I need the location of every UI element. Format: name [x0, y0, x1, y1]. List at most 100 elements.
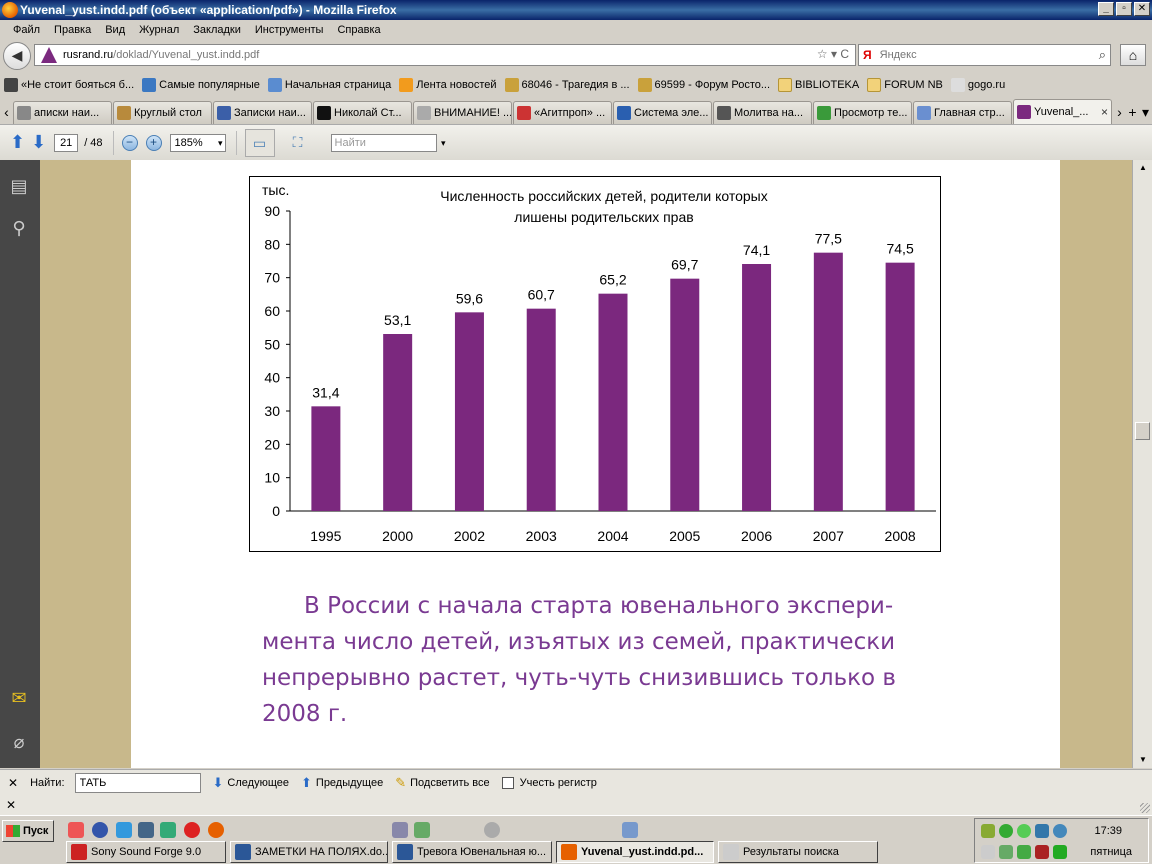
zoom-select[interactable]: 185%	[169, 133, 226, 152]
quicklaunch-app-icon[interactable]	[414, 822, 430, 838]
pdf-find-input[interactable]: Найти	[330, 133, 446, 152]
bookmark-item[interactable]: «Не стоит бояться б...	[4, 78, 134, 92]
quicklaunch-disc-icon[interactable]	[484, 822, 500, 838]
bookmark-item[interactable]: 69599 - Форум Росто...	[637, 78, 770, 92]
checkbox-box[interactable]	[501, 776, 514, 789]
tab[interactable]: ВНИМАНИЕ! ...	[413, 101, 512, 124]
back-button[interactable]: ◀	[3, 41, 31, 70]
tab[interactable]: аписки наи...	[13, 101, 112, 124]
bookmark-item[interactable]: FORUM NB	[867, 78, 943, 92]
menu-history[interactable]: Журнал	[139, 23, 180, 36]
tab-favicon-icon	[1017, 105, 1031, 119]
pages-icon[interactable]: ▤	[10, 176, 28, 196]
taskbar-window-button[interactable]: Yuvenal_yust.indd.pd...	[556, 841, 714, 863]
attachment-icon[interactable]: ⌀	[13, 732, 25, 752]
tab-list-icon[interactable]: ▾	[1141, 104, 1150, 120]
menu-tools[interactable]: Инструменты	[254, 23, 324, 36]
tab-scroll-left-icon[interactable]: ‹	[4, 104, 9, 120]
scroll-down-icon[interactable]: ▼	[1139, 755, 1147, 764]
bookmark-item[interactable]: Лента новостей	[399, 78, 497, 92]
quicklaunch-ie-icon[interactable]	[116, 822, 132, 838]
find-previous-button[interactable]: ⬆ Предыдущее	[301, 775, 383, 791]
zoom-in-icon[interactable]: +	[145, 134, 162, 151]
previous-page-icon[interactable]: ⬆	[10, 132, 26, 152]
quicklaunch-desktop-icon[interactable]	[138, 822, 154, 838]
tray-app-icon[interactable]	[1017, 845, 1031, 859]
quicklaunch-app-icon[interactable]	[68, 822, 84, 838]
bookmark-item[interactable]: Самые популярные	[142, 78, 260, 92]
taskbar-window-button[interactable]: Тревога Ювенальная ю...	[392, 841, 552, 863]
tab-active[interactable]: Yuvenal_... ×	[1013, 99, 1112, 124]
zoom-out-icon[interactable]: −	[121, 134, 138, 151]
taskbar-window-button[interactable]: Результаты поиска	[718, 841, 878, 863]
bookmarks-bar: «Не стоит бояться б... Самые популярные На…	[0, 74, 1152, 96]
search-input[interactable]	[879, 49, 1070, 61]
find-input[interactable]	[74, 772, 201, 793]
url-actions-icons[interactable]: ☆ ▾ C	[816, 47, 849, 61]
taskbar-window-button[interactable]: Sony Sound Forge 9.0	[66, 841, 226, 863]
match-case-checkbox[interactable]: Учесть регистр	[501, 776, 597, 789]
fit-page-icon[interactable]: ⛶	[292, 133, 303, 150]
clock-time[interactable]: 17:39	[1094, 825, 1122, 837]
tray-app-icon[interactable]	[1035, 824, 1049, 838]
highlight-all-button[interactable]: ✎ Подсветить все	[395, 775, 489, 791]
tab-scroll-right-icon[interactable]: ›	[1117, 104, 1122, 120]
yandex-engine-icon[interactable]: Я	[863, 48, 872, 62]
close-find-icon[interactable]: ✕	[8, 775, 19, 790]
tab[interactable]: Просмотр те...	[813, 101, 912, 124]
menu-view[interactable]: Вид	[105, 23, 126, 36]
new-tab-button[interactable]: +	[1128, 104, 1137, 120]
taskbar-window-button[interactable]: ЗАМЕТКИ НА ПОЛЯХ.do...	[230, 841, 388, 863]
quicklaunch-app-icon[interactable]	[160, 822, 176, 838]
close-button[interactable]: ✕	[1134, 2, 1150, 16]
quicklaunch-media-icon[interactable]	[92, 822, 108, 838]
tab[interactable]: Главная стр...	[913, 101, 1012, 124]
search-bar[interactable]: Я ⌕	[858, 44, 1111, 66]
menu-help[interactable]: Справка	[337, 23, 381, 36]
tray-volume-icon[interactable]	[981, 845, 995, 859]
scroll-up-icon[interactable]: ▲	[1139, 163, 1147, 172]
vertical-scrollbar[interactable]: ▲ ▼	[1132, 160, 1152, 768]
tab[interactable]: Молитва на...	[713, 101, 812, 124]
scroll-thumb[interactable]	[1135, 422, 1150, 440]
quicklaunch-app-icon[interactable]	[622, 822, 638, 838]
menu-bookmarks[interactable]: Закладки	[193, 23, 241, 36]
page-number-input[interactable]: 21	[54, 133, 79, 152]
fit-width-icon[interactable]: ▭	[244, 128, 275, 157]
tray-app-icon[interactable]	[1053, 824, 1067, 838]
find-next-button[interactable]: ⬇ Следующее	[213, 775, 289, 791]
tab-close-icon[interactable]: ×	[1100, 105, 1108, 119]
quicklaunch-app-icon[interactable]	[392, 822, 408, 838]
restore-button[interactable]: ▫	[1116, 2, 1132, 16]
resize-grip-icon[interactable]	[1140, 803, 1150, 813]
tray-app-icon[interactable]	[981, 824, 995, 838]
minimize-button[interactable]: _	[1098, 2, 1114, 16]
close-status-icon[interactable]: ✕	[6, 798, 17, 812]
document-viewport[interactable]: тыс. Численность российских детей, родит…	[40, 160, 1132, 768]
start-button[interactable]: Пуск	[2, 820, 54, 842]
quicklaunch-firefox-icon[interactable]	[208, 822, 224, 838]
tab[interactable]: «Агитпроп» ...	[513, 101, 612, 124]
menu-file[interactable]: Файл	[13, 23, 41, 36]
tray-app-icon[interactable]	[1035, 845, 1049, 859]
bookmark-item[interactable]: gogo.ru	[950, 78, 1005, 92]
url-bar[interactable]: rusrand.ru/doklad/Yuvenal_yust.indd.pdf …	[34, 44, 856, 66]
tab[interactable]: Система эле...	[613, 101, 712, 124]
bookmark-item[interactable]: Начальная страница	[267, 78, 391, 92]
search-icon[interactable]: ⌕	[1098, 47, 1106, 62]
bookmark-item[interactable]: BIBLIOTEKA	[778, 78, 859, 92]
tray-app-icon[interactable]	[1053, 845, 1067, 859]
binoculars-icon[interactable]: ⚲	[12, 218, 26, 238]
next-page-icon[interactable]: ⬇	[31, 132, 47, 152]
bookmark-item[interactable]: 68046 - Трагедия в ...	[504, 78, 630, 92]
tray-shield-icon[interactable]	[1017, 824, 1031, 838]
tray-app-icon[interactable]	[999, 845, 1013, 859]
quicklaunch-opera-icon[interactable]	[184, 822, 200, 838]
comments-icon[interactable]: ✉	[11, 688, 27, 708]
tab[interactable]: Записки наи...	[213, 101, 312, 124]
tray-network-icon[interactable]	[999, 824, 1013, 838]
tab[interactable]: Николай Ст...	[313, 101, 412, 124]
home-button[interactable]: ⌂	[1120, 44, 1146, 66]
menu-edit[interactable]: Правка	[54, 23, 92, 36]
tab[interactable]: Круглый стол	[113, 101, 212, 124]
